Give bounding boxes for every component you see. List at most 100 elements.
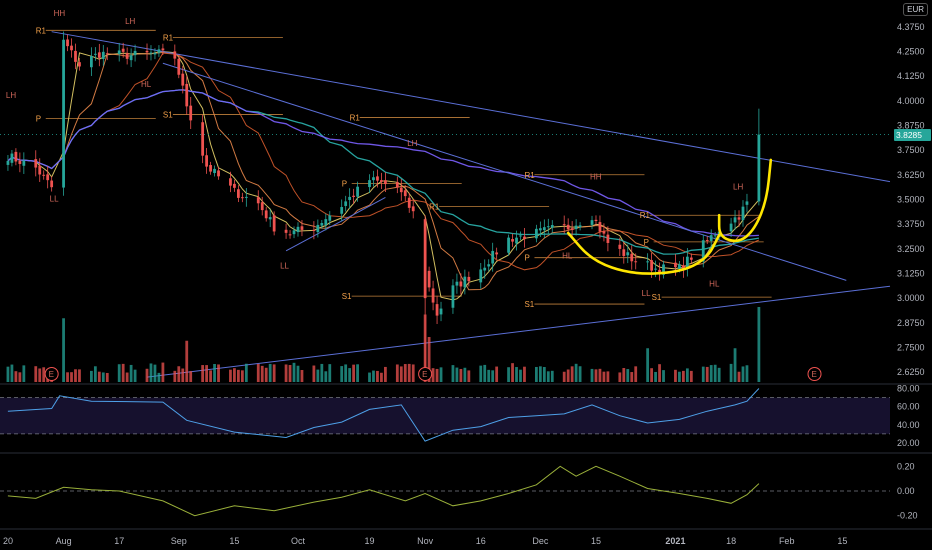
volume-bar: [630, 372, 634, 382]
pivot-label: P: [342, 180, 347, 189]
candle-body: [324, 219, 328, 225]
trendline: [146, 285, 891, 378]
pivot-label: R1: [429, 202, 440, 211]
volume-bar: [717, 367, 721, 382]
volume-bar: [38, 368, 42, 382]
x-tick-label: Aug: [56, 536, 72, 546]
pivot-label: R1: [36, 26, 47, 35]
volume-bar: [459, 368, 463, 382]
candle-body: [682, 265, 685, 270]
x-tick-label: 20: [3, 536, 13, 546]
volume-bar: [463, 367, 467, 382]
oscillator-pane: [0, 465, 890, 517]
volume-bar: [411, 364, 415, 382]
ma-fast-line: [7, 50, 760, 301]
volume-bar: [324, 371, 328, 382]
x-tick-label: 17: [114, 536, 124, 546]
rsi-tick-label: 20.00: [897, 438, 920, 448]
osc-tick-label: -0.20: [897, 511, 918, 521]
volume-bar: [427, 337, 431, 382]
volume-bar: [129, 364, 133, 382]
candle-body: [209, 165, 212, 172]
candle-body: [97, 52, 101, 58]
highlight-cup: [566, 231, 721, 275]
candle-body: [62, 39, 65, 188]
volume-bar: [237, 369, 240, 382]
candle-body: [105, 53, 109, 55]
candle-body: [46, 174, 50, 181]
earnings-marker-label: E: [422, 370, 427, 379]
volume-bar: [384, 366, 387, 382]
candle-body: [570, 228, 574, 230]
candle-body: [177, 58, 181, 75]
volume-bar: [646, 348, 650, 382]
candle-body: [701, 240, 705, 262]
candle-body: [459, 281, 463, 287]
volume-bar: [650, 368, 653, 382]
volume-bar: [6, 366, 10, 382]
candle-body: [22, 160, 26, 166]
candle-body: [534, 228, 538, 239]
candle-body: [316, 224, 320, 233]
earnings-marker: [807, 367, 822, 381]
pivot-label: R1: [640, 211, 651, 220]
volume-bar: [380, 372, 383, 382]
volume-bar: [741, 366, 745, 382]
volume-bar: [682, 370, 685, 382]
candle-body: [729, 223, 733, 232]
volume-bar: [133, 369, 137, 382]
volume-bar: [534, 366, 538, 382]
candle-body: [546, 226, 550, 228]
candle-body: [153, 52, 157, 55]
candle-body: [654, 268, 657, 270]
ma-mid-line: [7, 51, 760, 291]
volume-bar: [455, 367, 459, 382]
candle-body: [320, 223, 324, 226]
x-tick-label: Sep: [171, 536, 187, 546]
trendline: [51, 31, 891, 183]
candle-body: [233, 183, 236, 188]
price-tick-label: 3.8750: [897, 120, 925, 130]
candle-body: [491, 250, 495, 264]
candle-body: [435, 304, 439, 316]
earnings-marker: [418, 367, 433, 381]
volume-bar: [62, 318, 65, 382]
volume-bar: [121, 363, 125, 382]
last-price-tag: 3.8285: [894, 128, 931, 141]
x-tick-label: Feb: [779, 536, 795, 546]
ma-purple-line: [7, 89, 759, 237]
volume-bar: [157, 372, 161, 382]
volume-bar: [654, 371, 657, 382]
candle-body: [157, 49, 161, 53]
candle-body: [78, 62, 81, 67]
x-tick-label: Dec: [532, 536, 549, 546]
candle-body: [399, 187, 403, 193]
volume-bar: [602, 371, 606, 382]
volume-bar: [733, 348, 737, 382]
swing-label: LL: [642, 289, 651, 298]
candle-body: [395, 182, 399, 188]
candle-body: [483, 267, 487, 271]
volume-bar: [511, 363, 514, 382]
volume-bars: [6, 307, 761, 382]
candle-body: [519, 235, 522, 237]
volume-bar: [340, 366, 344, 382]
candle-body: [737, 217, 741, 220]
candle-body: [256, 197, 260, 204]
pivot-levels: [45, 29, 772, 305]
volume-bar: [467, 370, 471, 382]
candle-body: [423, 219, 427, 299]
candle-body: [427, 270, 431, 288]
volume-bar: [685, 368, 689, 382]
volume-bar: [14, 371, 18, 382]
rsi-band: [0, 397, 890, 434]
volume-bar: [435, 368, 439, 382]
volume-bar: [515, 367, 518, 382]
volume-bar: [368, 372, 371, 382]
candle-body: [511, 239, 514, 242]
candle-body: [658, 269, 661, 274]
currency-badge[interactable]: EUR: [903, 3, 928, 16]
candle-body: [145, 50, 149, 53]
volume-bar: [737, 371, 741, 382]
